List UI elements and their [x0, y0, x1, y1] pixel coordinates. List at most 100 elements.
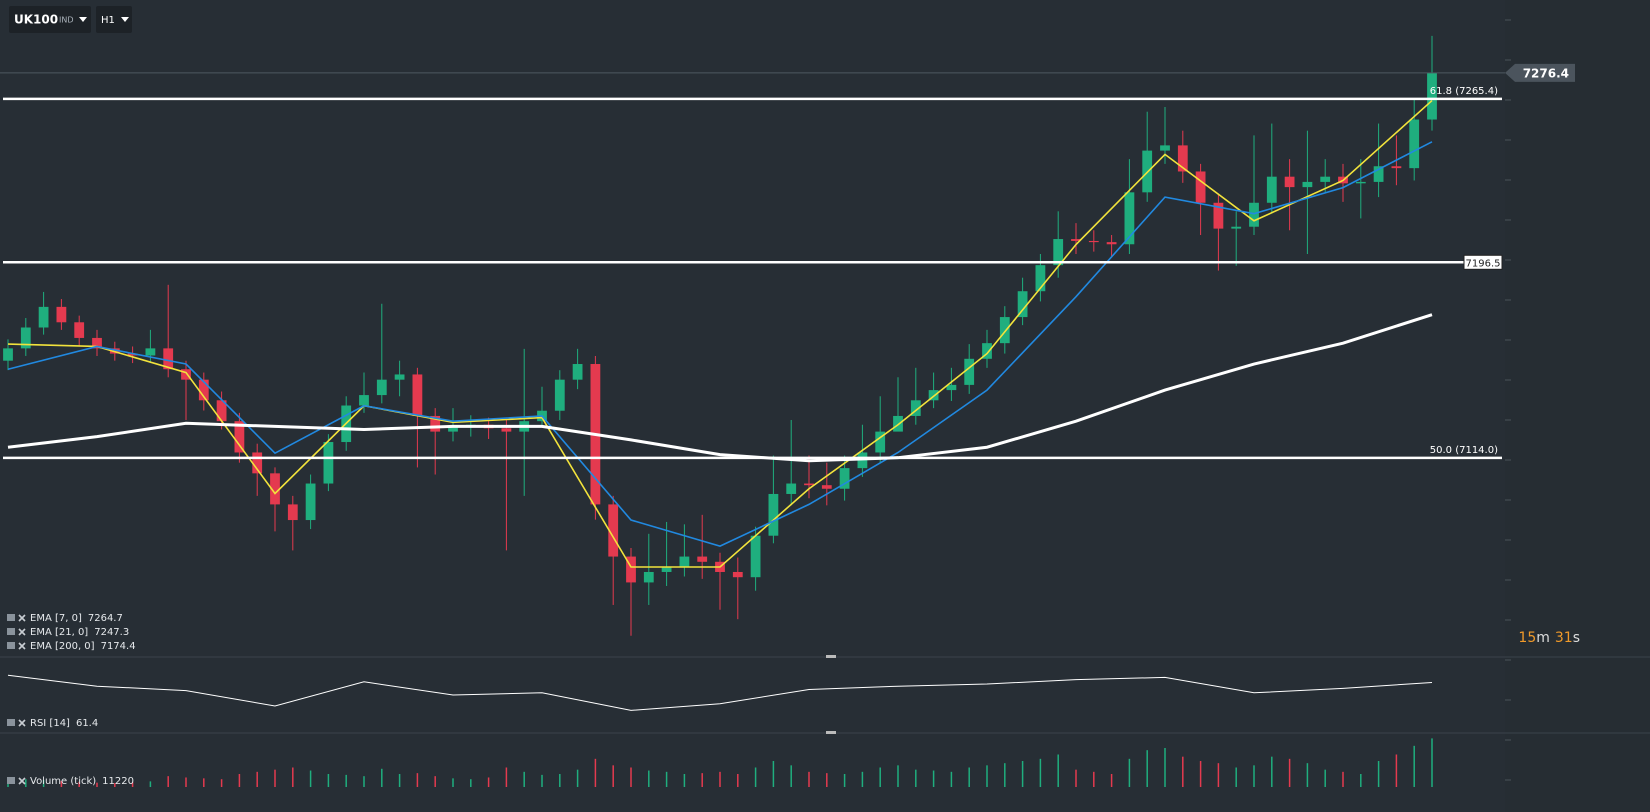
toolbar: UK100 IND H1	[9, 6, 132, 33]
candle-body	[768, 493, 779, 536]
level-label: 50.0 (7114.0)	[1430, 445, 1498, 456]
candle-body	[999, 317, 1010, 344]
candle-body	[946, 384, 957, 391]
dropdown-arrow	[121, 17, 129, 22]
level-label: 61.8 (7265.4)	[1430, 86, 1498, 97]
panel-handle[interactable]	[826, 731, 836, 734]
candle-body	[270, 473, 280, 505]
candle-body	[928, 390, 939, 401]
candle-body	[127, 353, 138, 356]
legend-value: 7264.7	[88, 613, 123, 624]
candle-body	[1071, 239, 1081, 241]
candle-body	[145, 348, 156, 356]
ema-line	[7, 313, 1433, 463]
candle-body	[305, 483, 316, 521]
price-tag	[1505, 63, 1575, 82]
legend-icon	[7, 628, 15, 635]
candle-body	[430, 415, 441, 432]
candle-body	[626, 556, 636, 583]
candle-body	[1213, 202, 1224, 229]
candle-body	[750, 535, 761, 578]
candle-body	[875, 431, 886, 453]
candle-body	[1017, 291, 1028, 318]
legend-name: RSI [14]	[30, 718, 70, 729]
countdown-unit: m	[1536, 630, 1550, 646]
candle-body	[3, 348, 13, 361]
countdown: 15m 31s	[1518, 630, 1580, 646]
level-label-box	[1463, 254, 1503, 270]
timeframe: H1	[101, 15, 115, 26]
panel-handle[interactable]	[826, 655, 836, 658]
legend-name: EMA [200, 0]	[30, 641, 95, 652]
candle-body	[1124, 192, 1135, 245]
legend-close	[18, 777, 26, 785]
candle-body	[163, 348, 174, 370]
candle-body	[92, 337, 102, 349]
candle-body	[74, 322, 85, 338]
ema-line	[7, 141, 1433, 547]
candle-body	[394, 374, 405, 380]
candle-body	[1427, 72, 1437, 120]
candle-body	[572, 364, 583, 380]
symbol-class: IND	[59, 16, 74, 25]
candle-body	[1409, 119, 1420, 169]
candle-body	[964, 358, 975, 385]
candle-body	[181, 369, 191, 380]
candle-body	[1088, 240, 1099, 243]
candle-body	[1177, 145, 1188, 172]
legend-close	[18, 719, 26, 727]
candle-body	[1231, 226, 1242, 229]
candle-body	[359, 395, 369, 406]
candle-body	[786, 483, 797, 494]
candle-body	[20, 327, 31, 349]
candle-body	[56, 306, 67, 323]
candle-body	[234, 421, 245, 453]
symbol-button[interactable]	[9, 6, 91, 33]
candle-body	[323, 442, 334, 484]
legend-value: 7174.4	[101, 641, 136, 652]
candle-body	[661, 566, 672, 572]
countdown-unit: s	[1573, 630, 1580, 646]
candle-body	[1160, 145, 1170, 151]
candle-body	[1355, 181, 1366, 184]
legend-value: 11220	[102, 776, 134, 787]
timeframe-button[interactable]	[96, 6, 132, 33]
rsi-line	[7, 674, 1433, 711]
level-label: 7196.5	[1466, 258, 1501, 269]
candle-body	[1195, 171, 1206, 203]
candle-body	[448, 426, 458, 432]
candle-body	[608, 504, 619, 557]
candle-body	[376, 379, 387, 396]
candle-body	[501, 428, 512, 432]
legend-name: EMA [21, 0]	[30, 627, 88, 638]
candle-body	[412, 374, 423, 416]
candle-body	[804, 483, 814, 486]
candle-body	[839, 468, 850, 489]
legend-icon	[7, 777, 15, 784]
candle-body	[252, 452, 263, 474]
candle-body	[679, 556, 690, 567]
legend-icon	[7, 642, 15, 649]
candle-body	[1373, 166, 1384, 182]
candle-body	[1302, 181, 1313, 188]
legend-close	[18, 642, 26, 650]
candle-body	[821, 485, 832, 489]
countdown-seconds: 31	[1555, 630, 1573, 646]
candle-body	[38, 306, 49, 328]
candle-body	[1320, 176, 1331, 182]
ema-line	[7, 99, 1433, 568]
legend-name: EMA [7, 0]	[30, 613, 82, 624]
candle-body	[1106, 242, 1117, 245]
candle-body	[1035, 265, 1046, 292]
legend-value: 61.4	[76, 718, 98, 729]
candle-body	[643, 571, 654, 583]
dropdown-arrow	[79, 17, 87, 22]
candle-body	[1391, 166, 1402, 169]
legend-close	[18, 614, 26, 622]
legend-close	[18, 628, 26, 636]
candle-body	[216, 400, 227, 422]
legend-icon	[7, 719, 15, 726]
